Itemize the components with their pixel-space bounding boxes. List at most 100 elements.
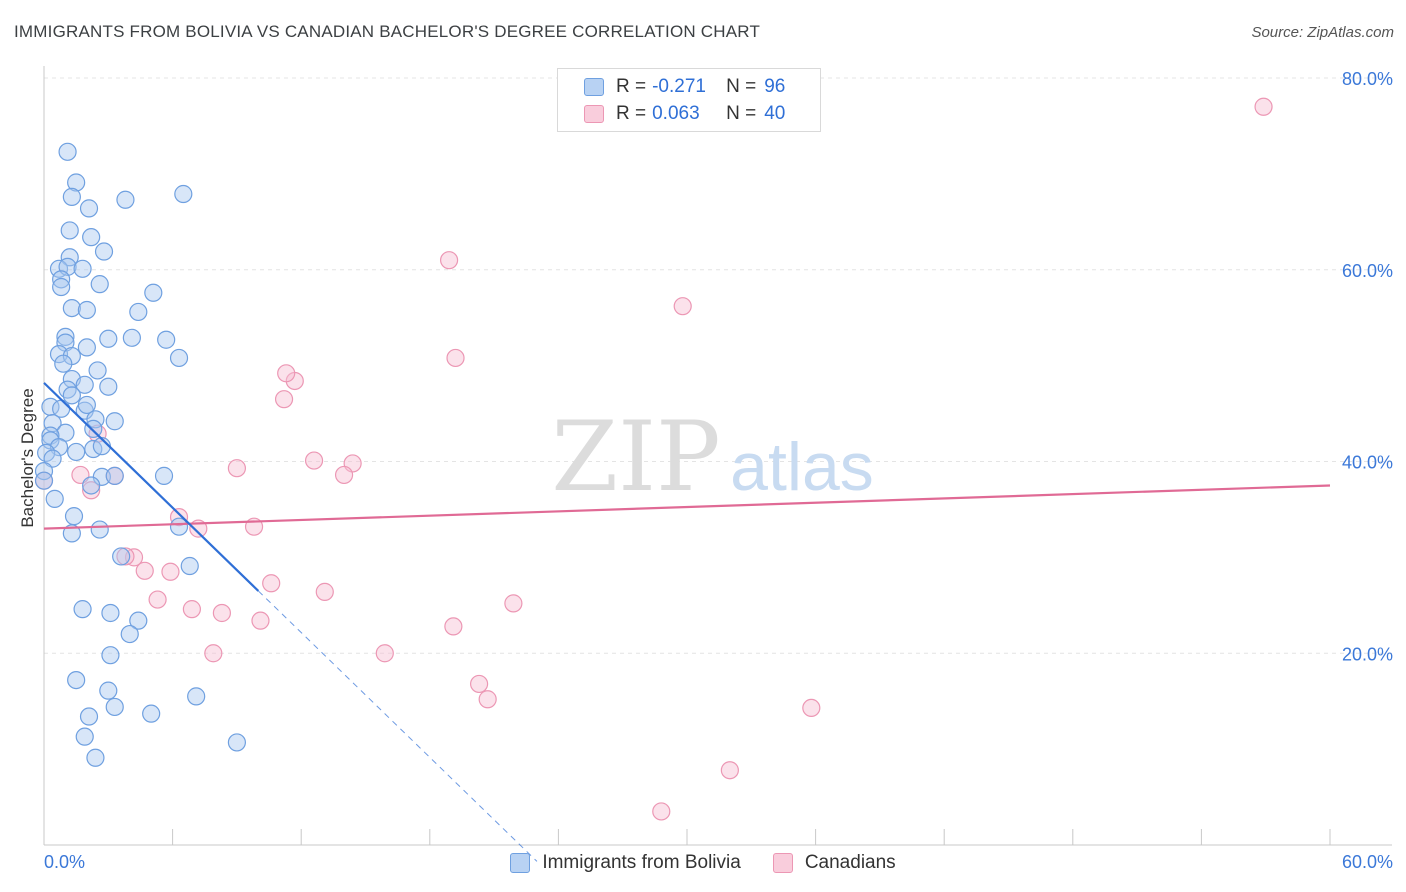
legend-r-value-bolivia: -0.271 <box>652 76 706 97</box>
data-point-bolivia <box>129 611 148 630</box>
data-point-bolivia <box>79 199 99 218</box>
x-tick-label-max: 60.0% <box>1341 852 1393 872</box>
data-point-canadians <box>315 582 334 601</box>
data-point-canadians <box>212 603 231 623</box>
data-point-bolivia <box>112 547 131 566</box>
legend-item-canadians[interactable]: Canadians <box>772 852 896 874</box>
data-point-bolivia <box>227 733 246 752</box>
correlation-legend: R = -0.271 N = 96 R = 0.063 N = 40 <box>557 68 821 132</box>
data-point-bolivia <box>105 412 124 431</box>
data-point-canadians <box>444 617 463 636</box>
data-point-bolivia <box>67 670 86 690</box>
data-point-bolivia <box>157 330 176 349</box>
data-point-bolivia <box>56 327 75 346</box>
data-point-bolivia <box>101 603 120 623</box>
data-point-canadians <box>304 451 324 470</box>
legend-n-value-canadians: 40 <box>764 103 786 124</box>
data-point-bolivia <box>75 727 94 746</box>
data-point-canadians <box>135 561 154 580</box>
data-point-bolivia <box>174 184 193 204</box>
data-point-bolivia <box>75 375 94 394</box>
data-point-canadians <box>1254 97 1273 116</box>
data-point-canadians <box>469 674 489 694</box>
data-point-bolivia <box>180 556 199 576</box>
legend-n-value-bolivia: 96 <box>764 76 786 97</box>
data-point-canadians <box>375 644 394 663</box>
data-point-canadians <box>82 481 101 500</box>
data-point-canadians <box>277 364 296 383</box>
legend-r-label: R = <box>616 103 647 124</box>
data-point-canadians <box>227 459 246 478</box>
y-axis-label: Bachelor's Degree <box>18 388 37 528</box>
data-point-canadians <box>116 547 135 566</box>
legend-label-bolivia: Immigrants from Bolivia <box>542 852 741 873</box>
data-point-bolivia <box>129 302 148 322</box>
data-point-bolivia <box>84 419 103 439</box>
legend-row-canadians: R = 0.063 N = 40 <box>584 101 785 127</box>
legend-row-bolivia: R = -0.271 N = 96 <box>584 74 785 100</box>
data-point-canadians <box>439 251 459 270</box>
data-point-bolivia <box>34 461 54 481</box>
data-point-bolivia <box>79 707 99 726</box>
y-tick-label: 20.0% <box>1342 644 1393 664</box>
y-tick-label: 80.0% <box>1342 69 1393 89</box>
trend-lines <box>43 382 1331 862</box>
data-point-bolivia <box>86 748 105 767</box>
data-point-bolivia <box>169 348 189 368</box>
data-point-canadians <box>720 761 739 780</box>
data-point-canadians <box>802 698 821 717</box>
data-point-bolivia <box>90 520 109 539</box>
data-point-bolivia <box>120 624 139 644</box>
chart-title: IMMIGRANTS FROM BOLIVIA VS CANADIAN BACH… <box>14 22 761 41</box>
data-point-bolivia <box>43 449 62 468</box>
data-point-bolivia <box>187 687 206 706</box>
gridlines <box>44 77 1392 654</box>
data-point-bolivia <box>52 277 71 297</box>
data-point-bolivia <box>62 299 81 318</box>
data-point-bolivia <box>94 242 114 261</box>
data-point-bolivia <box>62 187 81 206</box>
legend-swatch-pink <box>772 853 793 873</box>
data-point-bolivia <box>144 283 163 302</box>
data-point-bolivia <box>142 704 161 723</box>
data-point-bolivia <box>154 466 174 485</box>
data-point-bolivia <box>105 466 124 485</box>
data-point-bolivia <box>64 507 84 526</box>
data-point-bolivia <box>54 354 73 373</box>
data-point-canadians <box>478 690 497 709</box>
data-point-canadians <box>334 465 354 485</box>
data-point-canadians <box>673 297 692 316</box>
data-point-bolivia <box>105 697 124 717</box>
watermark-zip: ZIP <box>551 401 720 513</box>
data-point-bolivia <box>82 228 101 247</box>
data-point-bolivia <box>62 386 81 405</box>
data-point-bolivia <box>73 600 92 619</box>
y-tick-label: 40.0% <box>1342 453 1393 473</box>
legend-n-label: N = <box>726 76 757 97</box>
data-point-canadians <box>161 562 180 581</box>
data-point-bolivia <box>58 142 77 161</box>
data-point-bolivia <box>77 395 96 415</box>
legend-r-label: R = <box>616 76 647 97</box>
series-legend: Immigrants from Bolivia Canadians <box>0 852 1406 874</box>
data-point-bolivia <box>34 471 54 490</box>
data-point-canadians <box>446 348 465 368</box>
watermark-atlas: atlas <box>730 429 874 505</box>
data-point-canadians <box>251 611 270 630</box>
trend-line-canadians <box>43 484 1331 530</box>
data-point-bolivia <box>60 221 79 240</box>
legend-r-value-canadians: 0.063 <box>652 103 700 124</box>
trend-line-bolivia-extension <box>257 590 538 862</box>
data-point-bolivia <box>169 517 189 536</box>
data-point-canadians <box>652 802 671 821</box>
legend-item-bolivia[interactable]: Immigrants from Bolivia <box>510 852 741 874</box>
data-point-bolivia <box>88 361 107 380</box>
data-point-canadians <box>504 594 523 613</box>
y-tick-label: 60.0% <box>1342 261 1393 281</box>
canadians-points <box>34 97 1273 821</box>
data-point-canadians <box>148 590 167 609</box>
legend-swatch-blue <box>584 78 604 96</box>
data-point-bolivia <box>99 377 118 396</box>
data-point-bolivia <box>77 338 96 357</box>
